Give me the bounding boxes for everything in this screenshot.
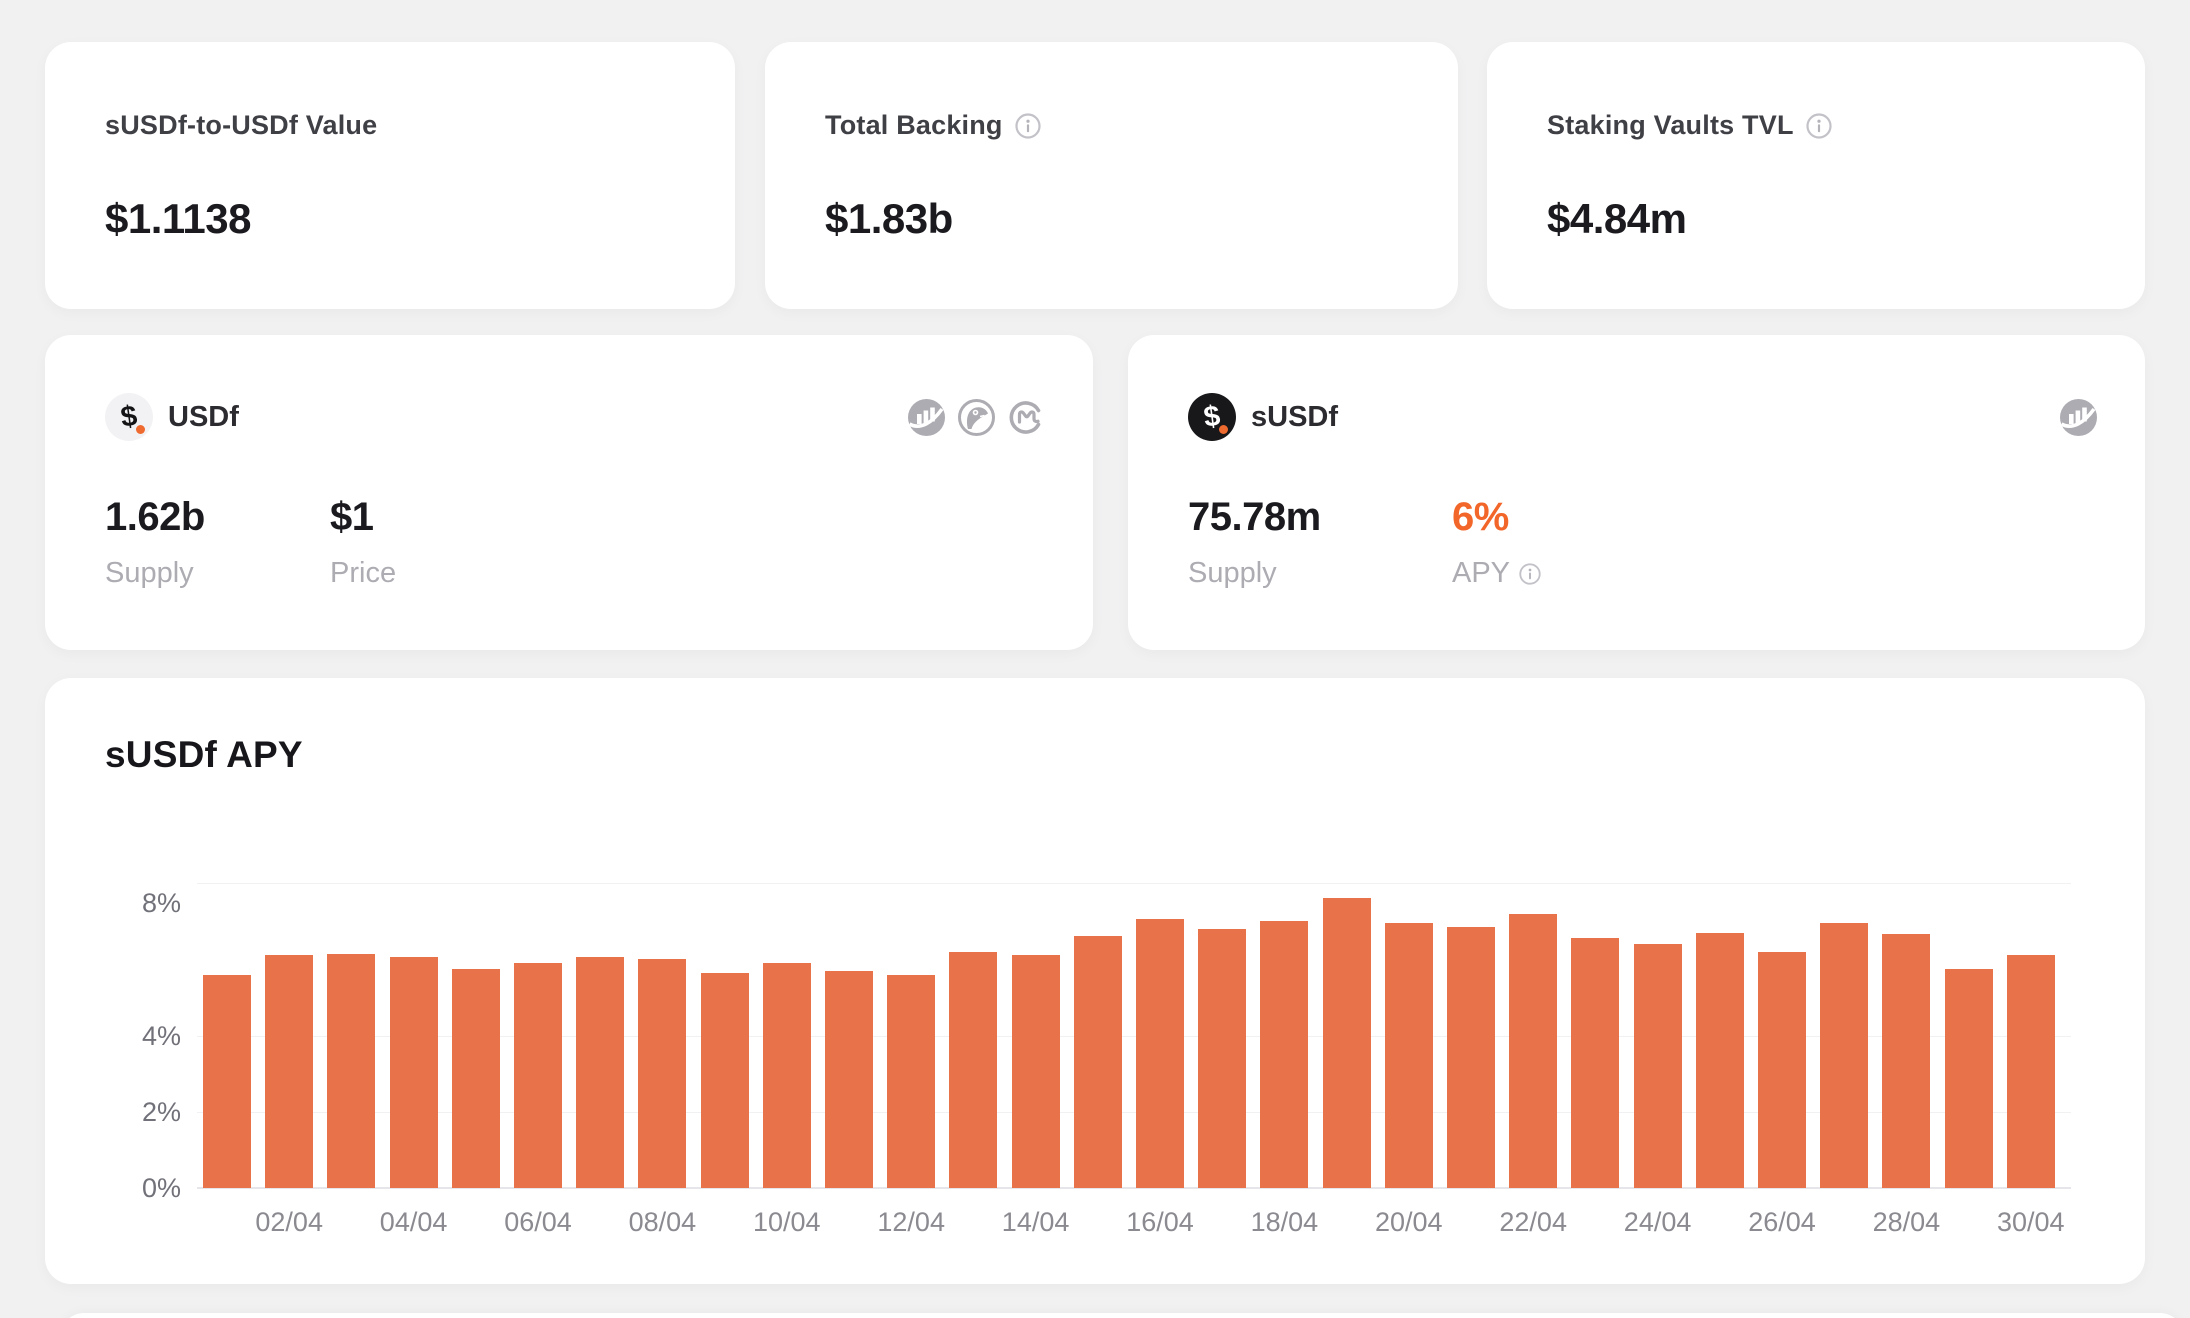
supply-value: 75.78m xyxy=(1188,495,1321,539)
x-axis-tick: 10/04 xyxy=(753,1207,821,1237)
stat-label: Staking Vaults TVL xyxy=(1547,110,1794,140)
coingecko-icon[interactable] xyxy=(958,398,995,436)
apy-bar-17/04[interactable] xyxy=(1198,928,1247,1188)
apy-label: APY xyxy=(1452,557,1541,590)
stat-card-susdf-to-usdf: sUSDf-to-USDf Value $1.1138 xyxy=(45,42,735,309)
apy-bar-12/04[interactable] xyxy=(887,974,936,1188)
y-axis-tick: 2% xyxy=(141,1096,181,1127)
apy-bar-27/04[interactable] xyxy=(1820,923,1869,1188)
x-axis-tick: 06/04 xyxy=(504,1207,572,1237)
apy-bar-19/04[interactable] xyxy=(1322,898,1371,1188)
next-card-partial xyxy=(60,1313,2184,1318)
stat-label: sUSDf-to-USDf Value xyxy=(105,110,378,140)
chart-stats-icon[interactable] xyxy=(908,398,945,436)
stat-value: $4.84m xyxy=(1547,195,1687,242)
stat-card-total-backing: Total Backing $1.83b xyxy=(765,42,1458,309)
apy-bar-22/04[interactable] xyxy=(1509,913,1558,1188)
x-axis-tick: 04/04 xyxy=(379,1207,448,1237)
apy-bar-20/04[interactable] xyxy=(1384,923,1433,1188)
token-name: sUSDf xyxy=(1251,400,1339,433)
supply-label: Supply xyxy=(105,557,194,589)
apy-bar-02/04[interactable] xyxy=(265,955,314,1188)
price-value: $1 xyxy=(330,495,374,539)
susdf-coin-icon: $ xyxy=(1188,393,1236,441)
apy-bar-05/04[interactable] xyxy=(451,968,500,1188)
apy-plot: 8% 4% 2% 0% 02/04 04/04 06/04 08/04 10/04 12/04 14… xyxy=(142,883,2071,1237)
price-label: Price xyxy=(330,557,397,589)
x-axis-tick: 24/04 xyxy=(1623,1207,1692,1237)
apy-bar-09/04[interactable] xyxy=(700,972,749,1188)
supply-value: 1.62b xyxy=(105,495,205,539)
apy-value: 6% xyxy=(1452,495,1509,539)
apy-bar-11/04[interactable] xyxy=(825,970,873,1188)
x-axis-tick: 02/04 xyxy=(255,1207,323,1237)
x-axis-tick: 22/04 xyxy=(1499,1207,1567,1237)
susdf-apy-chart-card: sUSDf APY 8% 4% 2% 0% 02/04 04/04 06/04 08/04 10… xyxy=(45,678,2145,1284)
apy-bar-24/04[interactable] xyxy=(1633,944,1682,1188)
apy-bar-30/04[interactable] xyxy=(2006,955,2055,1188)
apy-bar-23/04[interactable] xyxy=(1571,938,1620,1188)
y-axis-tick: 4% xyxy=(141,1020,181,1051)
apy-bar-13/04[interactable] xyxy=(949,951,998,1188)
apy-bar-21/04[interactable] xyxy=(1447,926,1495,1188)
coinmarketcap-icon[interactable] xyxy=(1008,399,1045,436)
apy-bar-29/04[interactable] xyxy=(1944,968,1993,1188)
apy-bar-07/04[interactable] xyxy=(576,957,625,1188)
gridline xyxy=(197,1111,2071,1113)
stat-label: Total Backing xyxy=(825,110,1003,140)
x-axis-tick: 30/04 xyxy=(1997,1207,2065,1237)
info-icon[interactable] xyxy=(1806,112,1832,139)
apy-bar-26/04[interactable] xyxy=(1758,951,1806,1188)
apy-bar-28/04[interactable] xyxy=(1882,934,1931,1188)
supply-label: Supply xyxy=(1188,557,1277,589)
x-axis-tick: 20/04 xyxy=(1375,1207,1443,1237)
apy-bar-04/04[interactable] xyxy=(389,957,438,1188)
apy-bar-18/04[interactable] xyxy=(1260,921,1309,1188)
stat-card-staking-vaults-tvl: Staking Vaults TVL $4.84m xyxy=(1487,42,2145,309)
gridline xyxy=(197,1035,2071,1037)
x-axis-tick: 26/04 xyxy=(1748,1207,1816,1237)
info-icon[interactable] xyxy=(1519,562,1541,585)
token-card-susdf: $ sUSDf 75.78m Supply 6% APY xyxy=(1128,335,2145,650)
x-axis-tick: 28/04 xyxy=(1872,1207,1941,1237)
token-card-usdf: $ USDf 1.62b Supply $1 Price xyxy=(45,335,1093,650)
gridline xyxy=(197,883,2071,884)
x-axis-tick: 18/04 xyxy=(1250,1207,1319,1237)
chart-title: sUSDf APY xyxy=(105,734,303,775)
apy-bar-01/04[interactable] xyxy=(203,974,251,1188)
info-icon[interactable] xyxy=(1015,112,1041,139)
x-axis-tick: 12/04 xyxy=(877,1207,945,1237)
apy-bar-06/04[interactable] xyxy=(514,963,562,1188)
y-axis-tick: 0% xyxy=(141,1173,181,1203)
apy-bar-08/04[interactable] xyxy=(638,959,687,1188)
apy-bar-14/04[interactable] xyxy=(1011,955,1060,1188)
y-axis-tick: 8% xyxy=(141,888,181,918)
x-axis-tick: 16/04 xyxy=(1126,1207,1194,1237)
gridline xyxy=(197,1187,2071,1189)
apy-bar-10/04[interactable] xyxy=(762,963,811,1188)
apy-bar-16/04[interactable] xyxy=(1136,919,1184,1188)
stat-value: $1.1138 xyxy=(105,195,252,242)
chart-stats-icon[interactable] xyxy=(2060,398,2097,436)
usdf-coin-icon: $ xyxy=(105,393,153,441)
apy-bar-15/04[interactable] xyxy=(1073,936,1122,1188)
x-axis-tick: 14/04 xyxy=(1001,1207,1070,1237)
stat-value: $1.83b xyxy=(825,195,953,242)
token-name: USDf xyxy=(168,400,239,433)
apy-bar-03/04[interactable] xyxy=(327,953,376,1188)
x-axis-tick: 08/04 xyxy=(628,1207,697,1237)
apy-bar-25/04[interactable] xyxy=(1695,932,1744,1188)
